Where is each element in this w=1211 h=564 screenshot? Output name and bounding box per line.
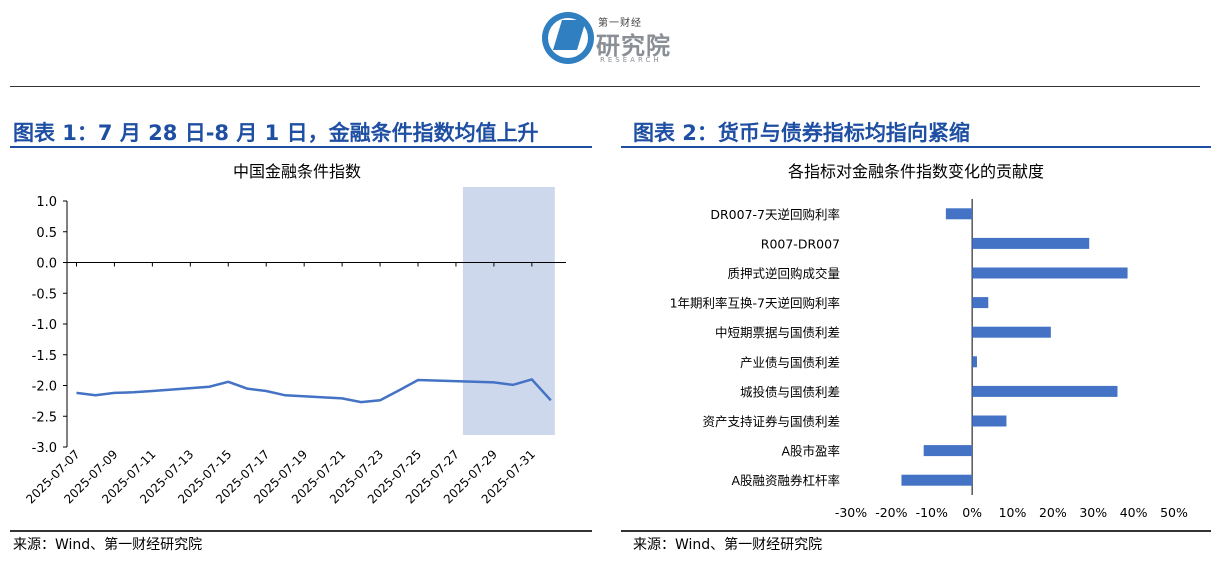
y-tick-label: 1.0 (36, 195, 57, 210)
y-tick-label: -0.5 (32, 287, 57, 302)
figure1-footer-rule (10, 530, 592, 532)
y-tick-label: 0.5 (36, 226, 57, 241)
category-label: DR007-7天逆回购利率 (710, 207, 840, 222)
bar (923, 445, 973, 457)
line-chart: 中国金融条件指数 1.0 0.5 0.0 -0.5 -1.0 -1.5 -2.0 -2.5 -3.… (23, 162, 566, 506)
figure1-source: 来源：Wind、第一财经研究院 (13, 537, 203, 553)
category-label: A股市盈率 (781, 444, 840, 459)
category-label: 城投债与国债利差 (740, 384, 840, 399)
logo-text-en: RESEARCH (600, 56, 662, 64)
bar (901, 474, 973, 486)
category-label: A股融资融券杠杆率 (731, 473, 840, 488)
bar (972, 356, 977, 368)
x-tick-label: -10% (916, 505, 948, 520)
highlight-band (462, 187, 555, 435)
figure2-source: 来源：Wind、第一财经研究院 (633, 537, 823, 553)
y-tick-label: 0.0 (36, 257, 57, 272)
category-label: R007-DR007 (761, 236, 840, 251)
chart-title: 各指标对金融条件指数变化的贡献度 (788, 162, 1044, 181)
x-tick-label: 10% (999, 505, 1027, 520)
bar (972, 326, 1051, 338)
category-label: 质押式逆回购成交量 (727, 266, 840, 281)
bar (972, 297, 989, 309)
bar (972, 267, 1128, 279)
category-label: 资产支持证券与国债利差 (702, 414, 840, 429)
y-tick-label: -2.5 (32, 410, 57, 425)
bar (972, 385, 1118, 397)
series-line (76, 377, 552, 404)
category-label: 中短期票据与国债利差 (715, 325, 840, 340)
figure2-heading-rule (621, 146, 1211, 148)
x-tick-label: 50% (1160, 505, 1188, 520)
x-tick-label: 40% (1120, 505, 1148, 520)
logo-text-small: 第一财经 (598, 18, 642, 29)
figure1-heading-rule (10, 146, 592, 148)
bar (972, 237, 1090, 249)
x-tick-label: -30% (835, 505, 867, 520)
x-tick-label: 30% (1079, 505, 1107, 520)
category-label: 1年期利率互换-7天逆回购利率 (670, 296, 840, 311)
figure1-heading: 图表 1：7 月 28 日-8 月 1 日，金融条件指数均值上升 (13, 121, 539, 145)
x-tick-label: 0% (962, 505, 982, 520)
x-tick-label: -20% (875, 505, 907, 520)
logo-text-big: 研究院 (596, 32, 671, 60)
figure2-footer-rule (621, 530, 1211, 532)
y-tick-label: -3.0 (32, 441, 57, 456)
figure2-heading: 图表 2：货币与债券指标均指向紧缩 (633, 121, 970, 145)
category-label: 产业债与国债利差 (740, 355, 840, 370)
x-tick-label: 20% (1039, 505, 1067, 520)
y-tick-label: -1.0 (32, 318, 57, 333)
header-divider (10, 86, 1200, 87)
y-tick-label: -2.0 (32, 380, 57, 395)
y-tick-label: -1.5 (32, 349, 57, 364)
bar (972, 415, 1007, 427)
bar (945, 208, 973, 220)
bar-chart: 各指标对金融条件指数变化的贡献度 DR007-7天逆回购利率 R007-DR007 质… (670, 162, 1188, 520)
chart-title: 中国金融条件指数 (233, 162, 361, 181)
